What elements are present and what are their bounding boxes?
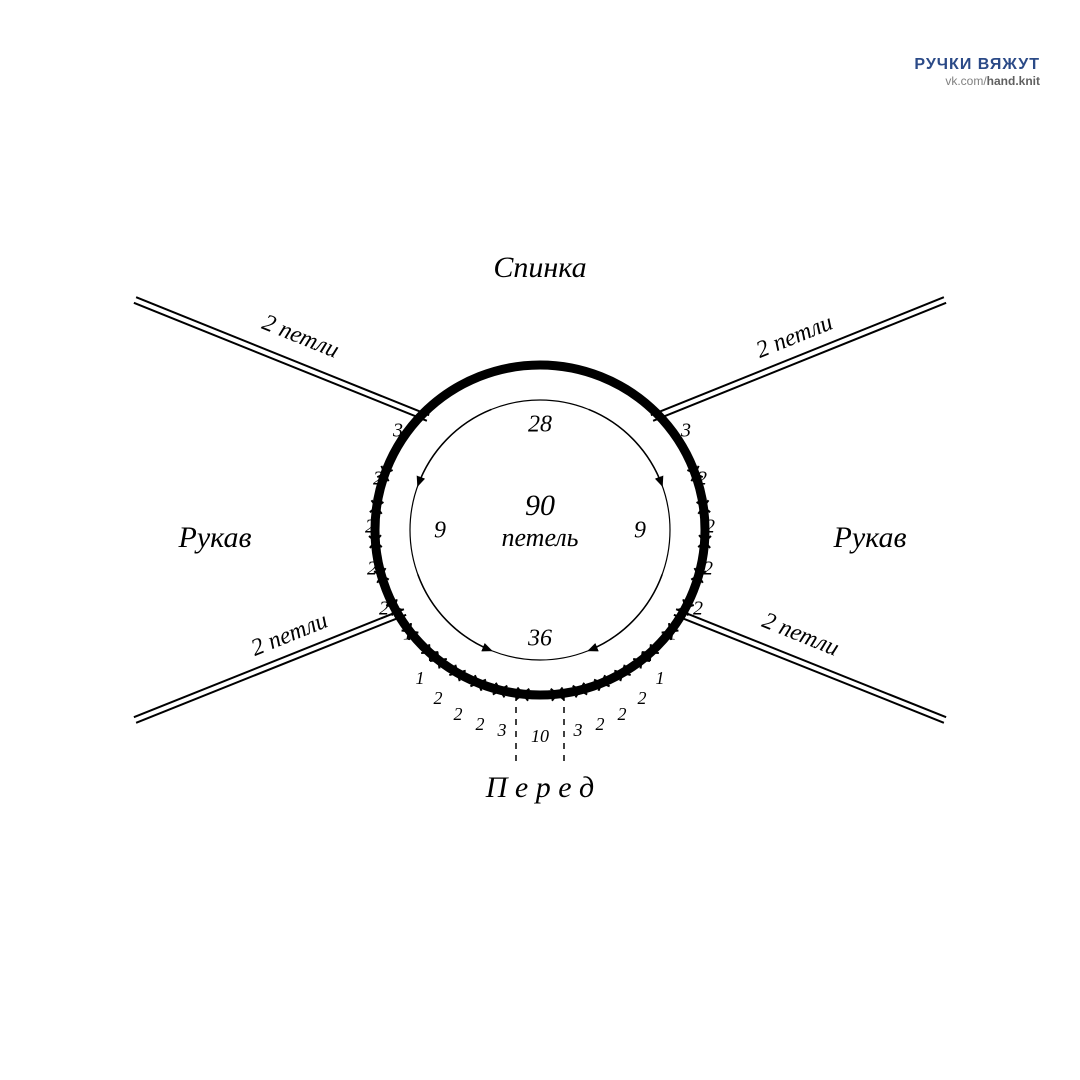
center-label: 36 bbox=[527, 626, 552, 652]
front-count: 2 bbox=[434, 688, 443, 708]
section-label-sleeve_l: Рукав bbox=[178, 521, 252, 554]
raglan-count: 2 bbox=[703, 558, 713, 580]
center-label: петель bbox=[501, 523, 578, 552]
center-label: 9 bbox=[434, 518, 446, 544]
center-label: 28 bbox=[528, 412, 552, 438]
raglan-loop-label: 2 петли bbox=[247, 608, 331, 662]
raglan-loop-label: 2 петли bbox=[752, 310, 836, 364]
raglan-line bbox=[134, 609, 404, 717]
direction-arrow bbox=[589, 574, 662, 650]
watermark-title: РУЧКИ ВЯЖУТ bbox=[914, 56, 1040, 74]
watermark: РУЧКИ ВЯЖУТ vk.com/hand.knit bbox=[914, 56, 1040, 88]
watermark-url: vk.com/hand.knit bbox=[914, 74, 1040, 88]
front-count: 2 bbox=[476, 714, 485, 734]
raglan-count: 2 bbox=[365, 516, 375, 538]
front-count: 3 bbox=[573, 720, 583, 740]
knitting-diagram: 2 петли2 петли2 петли2 петлиСпинкаРукавР… bbox=[0, 0, 1080, 1080]
front-count: 3 bbox=[497, 720, 507, 740]
direction-arrow bbox=[418, 409, 491, 485]
center-label: 90 bbox=[525, 489, 555, 522]
raglan-count: 2 bbox=[373, 468, 383, 490]
center-label: 9 bbox=[634, 518, 646, 544]
raglan-count: 2 bbox=[697, 468, 707, 490]
raglan-count: 3 bbox=[392, 420, 403, 442]
front-count: 2 bbox=[596, 714, 605, 734]
raglan-count: 2 bbox=[379, 598, 389, 620]
front-count: 1 bbox=[656, 668, 665, 688]
raglan-count: 2 bbox=[367, 558, 377, 580]
front-count: 2 bbox=[454, 704, 463, 724]
section-label-back: Спинка bbox=[493, 251, 586, 284]
front-count: 2 bbox=[618, 704, 627, 724]
raglan-count: 2 bbox=[693, 598, 703, 620]
raglan-count: 2 bbox=[705, 516, 715, 538]
front-count: 2 bbox=[638, 688, 647, 708]
direction-arrow bbox=[418, 574, 491, 650]
raglan-count: 3 bbox=[680, 420, 691, 442]
raglan-loop-label: 2 петли bbox=[259, 310, 343, 364]
section-label-sleeve_r: Рукав bbox=[833, 521, 907, 554]
section-label-front: П е р е д bbox=[485, 771, 594, 804]
direction-arrow bbox=[589, 409, 662, 485]
front-count: 10 bbox=[531, 726, 549, 746]
raglan-line bbox=[651, 297, 944, 415]
front-count: 1 bbox=[416, 668, 425, 688]
